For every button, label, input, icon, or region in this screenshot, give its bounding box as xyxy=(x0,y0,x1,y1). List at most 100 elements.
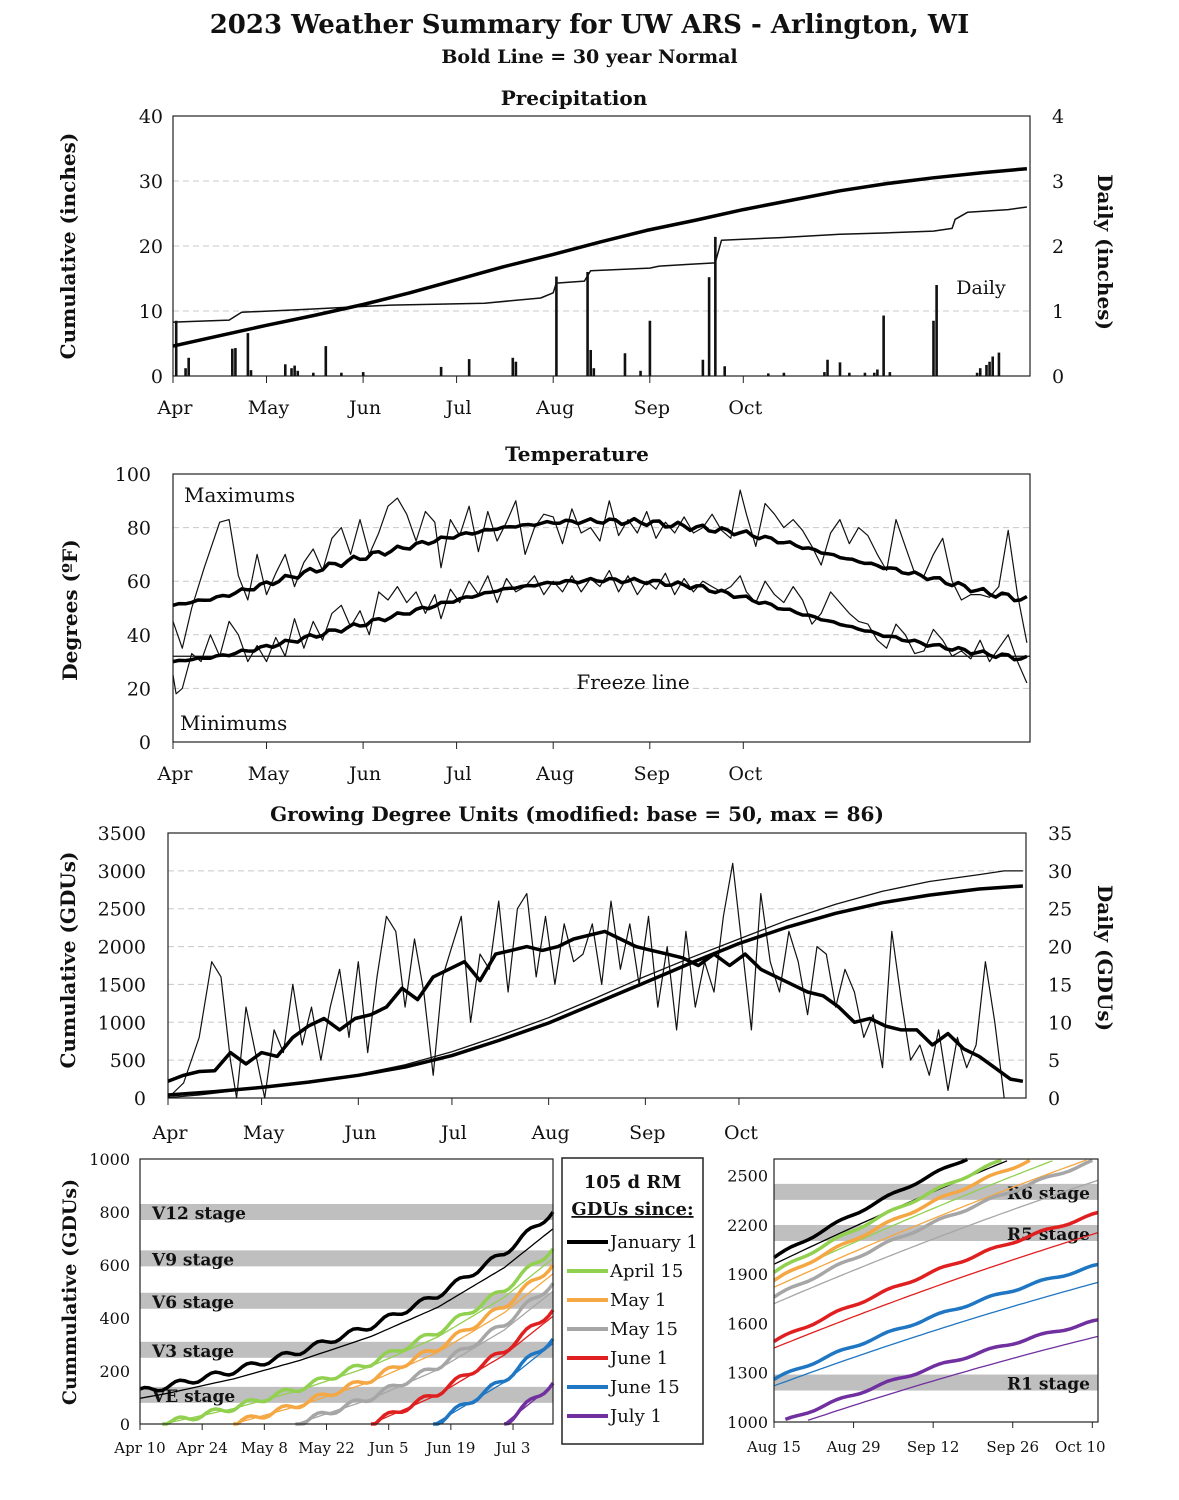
late-xtick-label: Aug 29 xyxy=(826,1438,881,1456)
gdu-xtick-label: Jul xyxy=(439,1122,467,1144)
precip-daily-bar xyxy=(975,372,979,376)
temp-xtick-label: Jun xyxy=(347,763,381,785)
precip-ytick-label: 10 xyxy=(139,301,163,323)
precip-xtick-label: Apr xyxy=(157,397,194,419)
precip-y2tick-label: 0 xyxy=(1052,366,1064,388)
late-ytick-label: 2500 xyxy=(727,1166,768,1185)
precip-daily-bar xyxy=(823,372,826,376)
early-2023-line-2 xyxy=(233,1264,555,1426)
gdu-xtick-label: Apr xyxy=(152,1122,189,1144)
legend-title-line1: 105 d RM xyxy=(584,1172,682,1193)
late-ytick-label: 1300 xyxy=(727,1364,768,1383)
precip-daily-bar xyxy=(187,357,190,376)
late-ytick-label: 1000 xyxy=(727,1413,768,1432)
gdu-y2tick-label: 35 xyxy=(1048,823,1072,845)
precip-daily-bar xyxy=(361,372,365,376)
precip-daily-bar xyxy=(592,368,596,376)
temp-xtick-label: Jul xyxy=(444,763,472,785)
temp-xtick-label: Oct xyxy=(728,763,762,785)
legend-label-2: May 1 xyxy=(610,1290,667,1311)
gdu-xtick-label: Sep xyxy=(629,1122,665,1144)
early-stage-band xyxy=(140,1204,553,1220)
early-ytick-label: 800 xyxy=(99,1203,130,1222)
precip-y2tick-label: 2 xyxy=(1052,236,1064,258)
precip-daily-bar xyxy=(863,372,867,376)
precip-y2tick-label: 3 xyxy=(1052,171,1064,193)
temp-normal-max-line xyxy=(172,516,1028,607)
precip-daily-bar xyxy=(985,364,988,376)
early-ytick-label: 200 xyxy=(99,1362,130,1381)
early-xtick-label: May 22 xyxy=(298,1439,355,1457)
precip-daily-bar xyxy=(935,285,938,376)
temp-ytick-label: 40 xyxy=(127,625,151,647)
late-normal-line-6 xyxy=(807,1335,1099,1421)
legend-label-4: June 1 xyxy=(608,1348,668,1369)
precip-daily-bar xyxy=(838,362,842,376)
precip-title: Precipitation xyxy=(501,86,648,110)
gdu-ytick-label: 3000 xyxy=(98,861,146,883)
early-xtick-label: Jun 5 xyxy=(367,1439,409,1457)
late-plot-frame xyxy=(773,1158,1099,1423)
gdu-ytick-label: 0 xyxy=(134,1088,146,1110)
precip-daily-bar xyxy=(312,372,315,376)
late-ytick-label: 1600 xyxy=(727,1314,768,1333)
temp-title: Temperature xyxy=(505,442,649,466)
gdu-y2tick-label: 25 xyxy=(1048,899,1072,921)
precip-daily-bar xyxy=(511,357,515,376)
precip-daily-bar xyxy=(932,320,935,376)
early-xtick-label: Apr 10 xyxy=(113,1439,165,1457)
precip-daily-bar xyxy=(586,272,589,376)
late-2023-line-6 xyxy=(784,1318,1099,1422)
precip-daily-bar xyxy=(782,372,786,376)
gdu-ylabel: Cumulative (GDUs) xyxy=(56,852,80,1069)
early-normal-line-0 xyxy=(139,1228,554,1399)
early-stage-label: V3 stage xyxy=(151,1342,234,1362)
early-xtick-label: Jul 3 xyxy=(494,1439,531,1457)
gdu-y2tick-label: 15 xyxy=(1048,974,1072,996)
early-normal-line-5 xyxy=(432,1342,554,1425)
late-normal-line-5 xyxy=(773,1281,1099,1387)
temp-xtick-label: Aug xyxy=(535,763,574,785)
precip-ytick-label: 0 xyxy=(151,366,163,388)
late-2023-line-2 xyxy=(773,1158,1031,1283)
precip-ytick-label: 20 xyxy=(139,236,163,258)
temp-max-label: Maximums xyxy=(184,483,295,507)
precip-daily-bar xyxy=(882,315,885,376)
temp-ytick-label: 80 xyxy=(127,518,151,540)
early-2023-line-6 xyxy=(503,1382,555,1426)
early-stage-band xyxy=(140,1386,553,1403)
gdu-y2tick-label: 30 xyxy=(1048,861,1072,883)
precip-daily-bar xyxy=(555,276,558,376)
precip-daily-bar xyxy=(888,372,892,376)
late-xtick-label: Aug 15 xyxy=(746,1438,801,1456)
precip-normal-cumulative-line xyxy=(172,166,1028,348)
gdu-title: Growing Degree Units (modified: base = 5… xyxy=(270,802,884,826)
gdu-y2tick-label: 5 xyxy=(1048,1050,1060,1072)
precip-y2tick-label: 4 xyxy=(1052,106,1064,128)
precip-daily-bar xyxy=(439,366,443,376)
precip-daily-bar xyxy=(639,370,642,376)
precip-xtick-label: Aug xyxy=(535,397,574,419)
precip-xtick-label: Oct xyxy=(728,397,762,419)
precip-daily-bar xyxy=(283,364,287,376)
temp-ytick-label: 0 xyxy=(139,732,151,754)
precip-daily-bar xyxy=(293,365,296,376)
gdu-ytick-label: 1000 xyxy=(98,1012,146,1034)
gdu-ytick-label: 2000 xyxy=(98,937,146,959)
late-xtick-label: Sep 12 xyxy=(907,1438,960,1456)
gdu-y2tick-label: 10 xyxy=(1048,1012,1072,1034)
precip-y2tick-label: 1 xyxy=(1052,301,1064,323)
early-stage-label: V12 stage xyxy=(151,1204,246,1224)
precip-daily-bar xyxy=(514,361,518,376)
precip-2023-cumulative-line xyxy=(172,206,1028,323)
gdu-xtick-label: Aug xyxy=(531,1122,570,1144)
gdu-y2tick-label: 20 xyxy=(1048,937,1072,959)
gdu-ytick-label: 2500 xyxy=(98,899,146,921)
late-2023-line-1 xyxy=(773,1158,1002,1274)
late-normal-line-2 xyxy=(773,1159,1087,1288)
early-2023-line-5 xyxy=(433,1337,555,1426)
early-2023-line-3 xyxy=(295,1282,555,1426)
precip-daily-bar xyxy=(723,366,726,376)
early-ytick-label: 600 xyxy=(99,1256,130,1275)
